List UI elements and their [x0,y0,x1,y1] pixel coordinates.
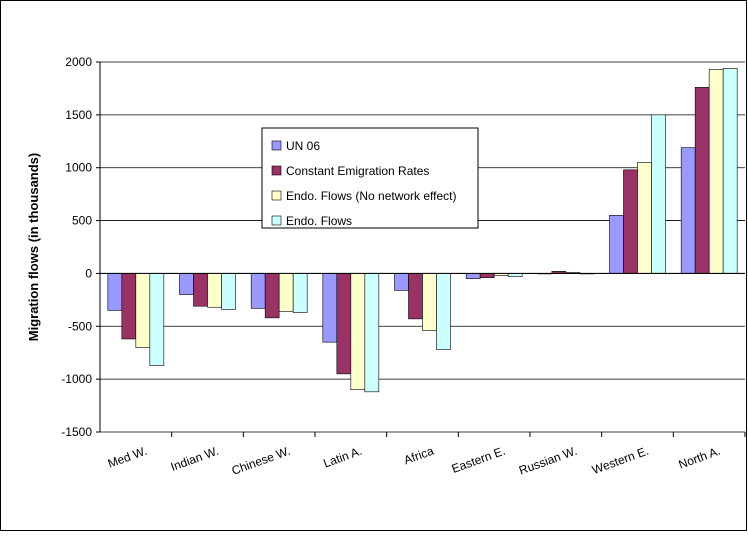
legend-label: Constant Emigration Rates [286,164,429,178]
y-axis-label: Migration flows (in thousands) [26,153,41,342]
bar [350,273,366,391]
bar [623,169,638,274]
bar [149,273,165,366]
y-tick-label: -1000 [61,372,92,386]
y-tick-label: -500 [68,319,92,333]
bar [680,147,696,274]
bar [135,273,151,348]
bar [694,87,710,274]
legend-swatch [271,165,282,176]
bar [292,273,308,313]
bar [322,273,338,343]
bar [465,273,481,280]
bar [264,273,280,319]
bar [336,273,352,375]
bar [278,273,294,312]
legend-swatch [271,215,282,226]
bar [637,162,652,274]
y-tick-label: -1500 [61,425,92,439]
legend-swatch [271,140,282,151]
bar [422,273,437,331]
y-tick-label: 1000 [65,161,92,175]
bar [394,273,409,291]
bar [193,273,208,307]
bar [708,69,724,274]
legend-label: Endo. Flows (No network effect) [286,189,457,203]
bar [722,68,738,274]
y-tick-label: 1500 [65,108,92,122]
bar [250,273,266,309]
y-tick-label: 500 [72,214,92,228]
bar [651,114,666,274]
legend-label: Endo. Flows [286,214,352,228]
bar [221,273,236,310]
bar [179,273,194,295]
legend-label: UN 06 [286,139,320,153]
bar [207,273,222,308]
legend-box [261,127,479,229]
bar [479,273,495,278]
bar [364,273,380,393]
y-tick-label: 2000 [65,55,92,69]
bar [436,273,451,350]
y-tick-label: 0 [85,266,92,280]
bar [121,273,137,340]
legend-swatch [271,190,282,201]
bar [408,273,423,320]
bar [107,273,123,311]
bar [609,214,624,274]
